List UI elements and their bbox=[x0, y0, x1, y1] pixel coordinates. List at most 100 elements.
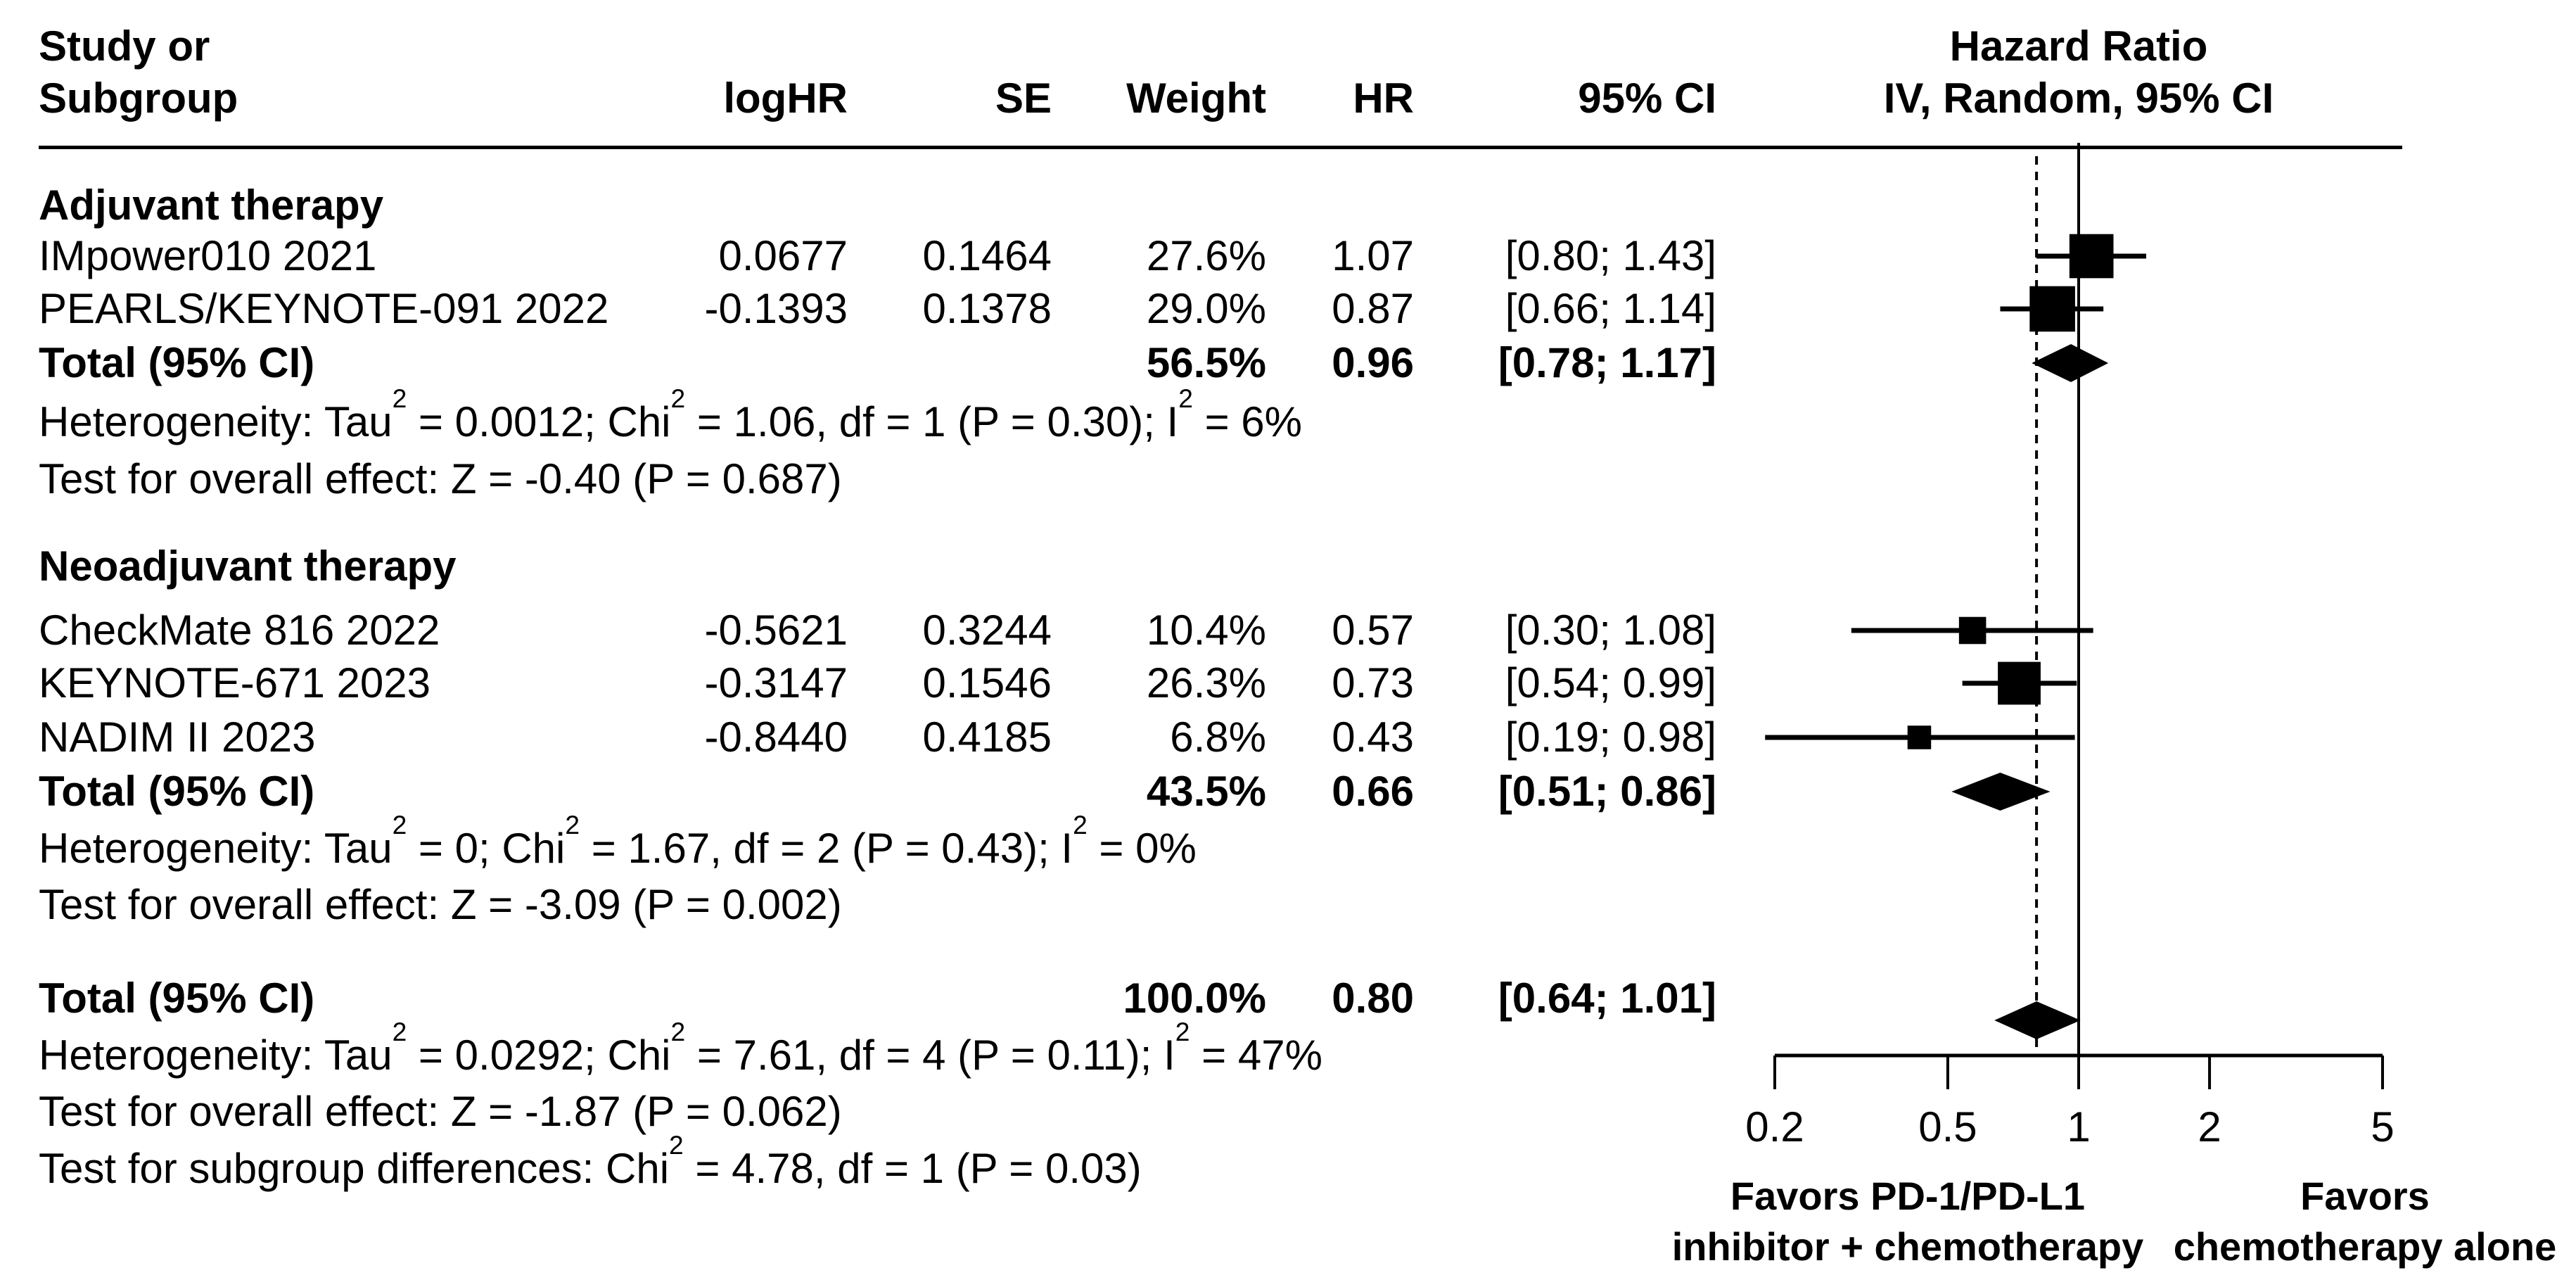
subgroup-total-row: Total (95% CI) 43.5% 0.66 [0.51; 0.86] bbox=[0, 765, 2576, 818]
study-ci: [0.30; 1.08] bbox=[1505, 607, 1716, 654]
column-header-weight: Weight bbox=[1126, 75, 1266, 122]
total-weight: 56.5% bbox=[1146, 339, 1266, 386]
overall-effect-note: Test for overall effect: Z = -0.40 (P = … bbox=[0, 452, 2576, 505]
study-row: CheckMate 816 2022 -0.5621 0.3244 10.4% 0.57… bbox=[0, 604, 2576, 657]
study-ci: [0.54; 0.99] bbox=[1505, 659, 1716, 706]
study-ci: [0.66; 1.14] bbox=[1505, 285, 1716, 332]
overall-effect-note: Test for overall effect: Z = -3.09 (P = … bbox=[0, 878, 2576, 931]
favors-left-line2: inhibitor + chemotherapy bbox=[1671, 1224, 2144, 1269]
group-label: Adjuvant therapy bbox=[39, 182, 384, 229]
group-label-row: Adjuvant therapy bbox=[0, 179, 2576, 232]
column-header-study-line2: Subgroup bbox=[39, 75, 238, 122]
study-square bbox=[2029, 286, 2075, 332]
study-loghr: -0.8440 bbox=[704, 714, 848, 761]
study-se: 0.3244 bbox=[922, 607, 1052, 654]
study-row: NADIM II 2023 -0.8440 0.4185 6.8% 0.43 [0.19;… bbox=[0, 711, 2576, 763]
x-axis-tick-label: 5 bbox=[2371, 1103, 2394, 1150]
heterogeneity-note: Heterogeneity: Tau2 = 0.0012; Chi2 = 1.0… bbox=[0, 383, 2576, 448]
total-label: Total (95% CI) bbox=[39, 768, 315, 815]
total-hr: 0.96 bbox=[1332, 339, 1414, 386]
x-axis-tick-label: 1 bbox=[2067, 1103, 2090, 1150]
column-header-study-line1: Study or bbox=[39, 23, 210, 70]
study-name: KEYNOTE-671 2023 bbox=[39, 659, 431, 706]
study-hr: 0.43 bbox=[1332, 714, 1414, 761]
subgroup-diamond bbox=[2032, 344, 2109, 382]
group-label: Neoadjuvant therapy bbox=[39, 543, 457, 590]
column-header-loghr: logHR bbox=[723, 75, 848, 122]
heterogeneity-note: Heterogeneity: Tau2 = 0.0012; Chi2 = 1.0… bbox=[39, 383, 1303, 445]
heterogeneity-note: Heterogeneity: Tau2 = 0; Chi2 = 1.67, df… bbox=[39, 809, 1197, 872]
study-hr: 0.87 bbox=[1332, 285, 1414, 332]
study-se: 0.1464 bbox=[922, 232, 1052, 279]
subgroup-difference-note: Test for subgroup differences: Chi2 = 4.… bbox=[39, 1129, 1142, 1192]
study-se: 0.1378 bbox=[922, 285, 1052, 332]
study-row: IMpower010 2021 0.0677 0.1464 27.6% 1.07 [0.8… bbox=[0, 229, 2576, 282]
study-row: KEYNOTE-671 2023 -0.3147 0.1546 26.3% 0.73 [0… bbox=[0, 657, 2576, 709]
plot-header-line1: Hazard Ratio bbox=[1949, 23, 2208, 70]
favors-right-line1: Favors bbox=[2300, 1174, 2430, 1218]
x-axis-tick-label: 0.2 bbox=[1745, 1103, 1804, 1150]
column-header-ci: 95% CI bbox=[1578, 75, 1716, 122]
favors-right-label: Favors chemotherapy alone bbox=[2174, 1171, 2557, 1272]
total-label: Total (95% CI) bbox=[39, 339, 315, 386]
column-header-hr: HR bbox=[1353, 75, 1414, 122]
study-hr: 0.57 bbox=[1332, 607, 1414, 654]
column-header-se: SE bbox=[995, 75, 1052, 122]
favors-right-line2: chemotherapy alone bbox=[2173, 1224, 2557, 1269]
plot-header-line2: IV, Random, 95% CI bbox=[1883, 75, 2274, 122]
study-square bbox=[1998, 661, 2041, 705]
study-square bbox=[1907, 725, 1932, 749]
study-name: CheckMate 816 2022 bbox=[39, 607, 440, 654]
study-weight: 26.3% bbox=[1146, 659, 1266, 706]
study-weight: 10.4% bbox=[1146, 607, 1266, 654]
study-hr: 1.07 bbox=[1332, 232, 1414, 279]
study-se: 0.4185 bbox=[922, 714, 1052, 761]
heterogeneity-note: Heterogeneity: Tau2 = 0.0292; Chi2 = 7.6… bbox=[39, 1016, 1322, 1079]
study-loghr: -0.3147 bbox=[704, 659, 848, 706]
plot-header: Hazard Ratio IV, Random, 95% CI bbox=[1884, 20, 2274, 125]
header-divider-line bbox=[39, 146, 2402, 149]
group-label-row: Neoadjuvant therapy bbox=[0, 540, 2576, 592]
total-hr: 0.80 bbox=[1332, 975, 1414, 1022]
column-header-study: Study or Subgroup bbox=[39, 20, 238, 125]
study-ci: [0.19; 0.98] bbox=[1505, 714, 1716, 761]
subgroup-diamond bbox=[1951, 773, 2051, 811]
x-axis-tick-label: 0.5 bbox=[1918, 1103, 1977, 1150]
overall-effect-note: Test for overall effect: Z = -3.09 (P = … bbox=[39, 881, 842, 928]
favors-left-line1: Favors PD-1/PD-L1 bbox=[1730, 1174, 2086, 1218]
total-weight: 43.5% bbox=[1146, 768, 1266, 815]
study-weight: 6.8% bbox=[1170, 714, 1266, 761]
x-axis-tick-label: 2 bbox=[2198, 1103, 2221, 1150]
study-weight: 27.6% bbox=[1146, 232, 1266, 279]
study-square bbox=[2069, 234, 2114, 279]
study-name: NADIM II 2023 bbox=[39, 714, 316, 761]
favors-left-label: Favors PD-1/PD-L1 inhibitor + chemothera… bbox=[1672, 1171, 2144, 1272]
study-name: IMpower010 2021 bbox=[39, 232, 377, 279]
overall-diamond bbox=[1994, 1001, 2081, 1039]
total-ci: [0.64; 1.01] bbox=[1498, 975, 1716, 1022]
study-row: PEARLS/KEYNOTE-091 2022 -0.1393 0.1378 29.0… bbox=[0, 282, 2576, 335]
subgroup-difference-note: Test for subgroup differences: Chi2 = 4.… bbox=[0, 1129, 2576, 1195]
total-weight: 100.0% bbox=[1123, 975, 1267, 1022]
study-weight: 29.0% bbox=[1146, 285, 1266, 332]
total-label: Total (95% CI) bbox=[39, 975, 315, 1022]
total-ci: [0.78; 1.17] bbox=[1498, 339, 1716, 386]
study-loghr: 0.0677 bbox=[718, 232, 848, 279]
total-ci: [0.51; 0.86] bbox=[1498, 768, 1716, 815]
heterogeneity-note: Heterogeneity: Tau2 = 0; Chi2 = 1.67, df… bbox=[0, 809, 2576, 875]
study-loghr: -0.5621 bbox=[704, 607, 848, 654]
subgroup-total-row: Total (95% CI) 56.5% 0.96 [0.78; 1.17] bbox=[0, 336, 2576, 389]
overall-total-row: Total (95% CI) 100.0% 0.80 [0.64; 1.01] bbox=[0, 972, 2576, 1025]
overall-effect-note: Test for overall effect: Z = -0.40 (P = … bbox=[39, 455, 842, 502]
study-hr: 0.73 bbox=[1332, 659, 1414, 706]
study-name: PEARLS/KEYNOTE-091 2022 bbox=[39, 285, 609, 332]
study-ci: [0.80; 1.43] bbox=[1505, 232, 1716, 279]
study-square bbox=[1958, 616, 1987, 645]
study-se: 0.1546 bbox=[922, 659, 1052, 706]
heterogeneity-note: Heterogeneity: Tau2 = 0.0292; Chi2 = 7.6… bbox=[0, 1016, 2576, 1082]
study-loghr: -0.1393 bbox=[704, 285, 848, 332]
overall-effect-note: Test for overall effect: Z = -1.87 (P = … bbox=[0, 1085, 2576, 1138]
overall-effect-note: Test for overall effect: Z = -1.87 (P = … bbox=[39, 1088, 842, 1135]
